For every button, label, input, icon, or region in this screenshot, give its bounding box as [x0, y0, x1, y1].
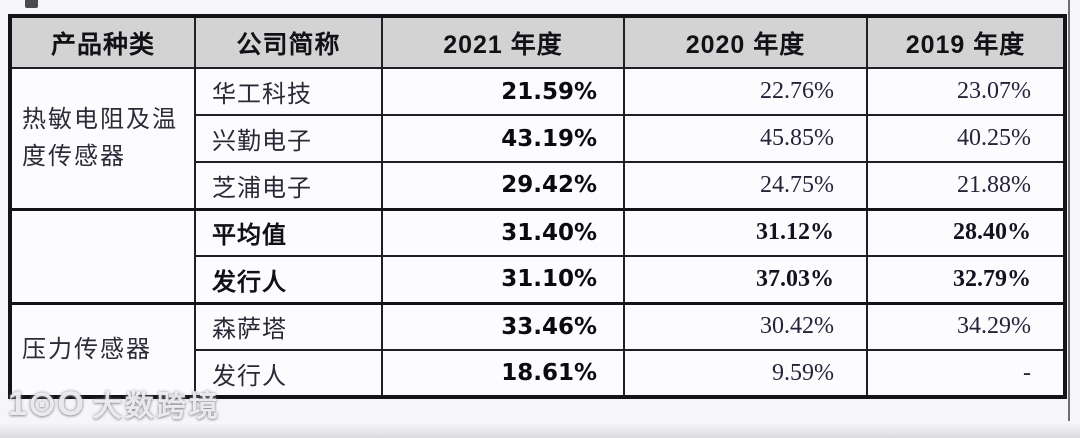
cell-2020-value: 30.42% [623, 301, 868, 351]
cell-company: 发行人 [194, 349, 383, 398]
cell-2021-value: 18.61% [381, 349, 625, 398]
table-row-average: 平均值 31.40% 31.12% 28.40% [9, 207, 1066, 304]
cell-2020-value: 45.85% [623, 114, 868, 163]
header-company-name: 公司简称 [194, 15, 383, 69]
cell-2020-value: 24.75% [623, 161, 868, 210]
cell-2019-value: 40.25% [866, 114, 1066, 163]
cell-2021-value: 31.10% [381, 255, 625, 304]
cell-2019-value: 32.79% [866, 255, 1066, 304]
scan-artifact-edge-line [1068, 0, 1070, 421]
cell-category-empty [9, 207, 196, 304]
cell-2019-value: 21.88% [866, 161, 1066, 210]
cell-2020-value: 31.12% [623, 207, 868, 257]
table-row: 发行人 18.61% 9.59% - [10, 349, 1066, 398]
table-row: 热敏电阻及温度传感器 华工科技 21.59% 22.76% 23.07% [9, 67, 1066, 210]
cell-category-thermistor: 热敏电阻及温度传感器 [9, 67, 196, 210]
header-year-2020: 2020 年度 [623, 15, 868, 69]
cell-2020-value: 22.76% [623, 67, 868, 116]
cell-2021-value: 29.42% [381, 161, 625, 210]
table-row: 兴勤电子 43.19% 45.85% 40.25% [10, 114, 1066, 163]
cell-company: 芝浦电子 [194, 161, 383, 210]
header-year-2019: 2019 年度 [866, 15, 1066, 69]
cell-2021-value: 21.59% [381, 67, 625, 116]
cell-2020-value: 9.59% [623, 349, 868, 398]
cell-2019-value: - [866, 349, 1066, 398]
cell-2021-value: 33.46% [381, 301, 625, 351]
header-year-2021: 2021 年度 [381, 15, 625, 69]
cell-2019-value: 34.29% [866, 301, 1066, 351]
cell-company: 华工科技 [194, 67, 383, 116]
cell-2019-value: 28.40% [866, 207, 1066, 257]
cell-company: 平均值 [194, 207, 383, 257]
cell-company: 兴勤电子 [194, 114, 383, 163]
table-row: 压力传感器 森萨塔 33.46% 30.42% 34.29% [9, 301, 1066, 398]
cell-2021-value: 43.19% [381, 114, 625, 163]
cell-company: 森萨塔 [194, 301, 383, 351]
cell-category-pressure-sensor: 压力传感器 [9, 301, 196, 398]
scan-artifact-notch [25, 0, 38, 8]
cell-2019-value: 23.07% [866, 67, 1066, 116]
cell-2020-value: 37.03% [623, 255, 868, 304]
header-product-category: 产品种类 [9, 15, 196, 69]
header-row: 产品种类 公司简称 2021 年度 2020 年度 2019 年度 [9, 15, 1066, 69]
margin-comparison-table: 产品种类 公司简称 2021 年度 2020 年度 2019 年度 热敏电阻及温… [8, 14, 1067, 399]
table-row-issuer: 发行人 31.10% 37.03% 32.79% [10, 255, 1066, 304]
cell-2021-value: 31.40% [381, 207, 625, 257]
table-row: 芝浦电子 29.42% 24.75% 21.88% [10, 161, 1066, 210]
page-bottom-edge [0, 424, 1080, 438]
cell-company: 发行人 [194, 255, 383, 304]
